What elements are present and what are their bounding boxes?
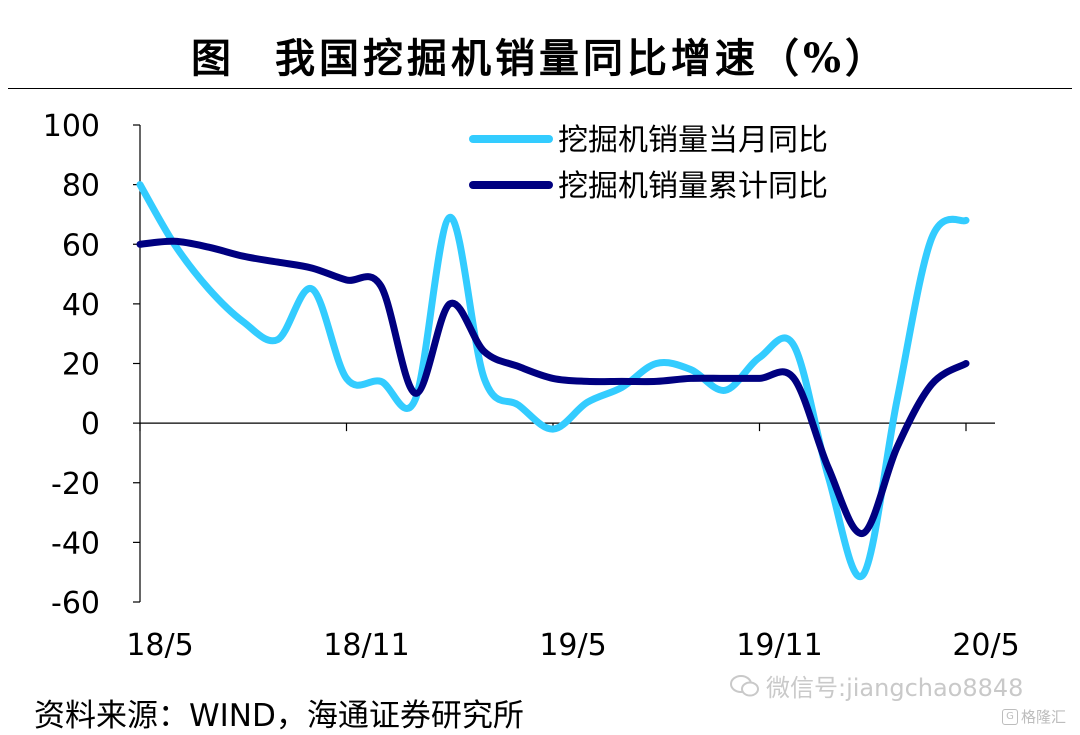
x-tick-label: 19/5	[539, 628, 606, 663]
y-tick-label: 20	[62, 348, 100, 383]
chart-title: 图我国挖掘机销量同比增速（%）	[0, 26, 1080, 84]
figure-label: 图	[190, 35, 235, 82]
gelonghui-logo-icon: G	[1002, 708, 1018, 725]
y-tick-label: -60	[51, 586, 100, 621]
y-tick-label: 100	[43, 109, 100, 144]
y-tick-label: -20	[51, 467, 100, 502]
wechat-icon	[730, 674, 759, 696]
x-tick-label: 18/11	[323, 628, 409, 663]
y-tick-label: 60	[62, 228, 100, 263]
wechat-watermark: 微信号:jiangchao8848	[730, 668, 1023, 703]
brand-watermark: G 格隆汇	[1002, 706, 1066, 727]
x-tick-label: 19/11	[736, 628, 822, 663]
legend-label: 挖掘机销量当月同比	[558, 123, 828, 158]
source-note: 资料来源：WIND，海通证券研究所	[34, 698, 524, 734]
legend-label: 挖掘机销量累计同比	[558, 169, 828, 204]
series-line-monthly-yoy	[136, 181, 970, 581]
title-divider	[8, 88, 1072, 89]
x-tick-label: 18/5	[126, 628, 193, 663]
brand-text: 格隆汇	[1021, 708, 1067, 726]
watermark-text: 微信号:jiangchao8848	[766, 674, 1024, 702]
y-tick-label: 40	[62, 288, 100, 323]
chart-series-lines	[136, 181, 970, 581]
line-chart: 100 80 60 40 20 0 -20 -40 -60 18/5 18/11 19/5 19/11…	[43, 109, 1020, 663]
series-line-cumulative-yoy	[136, 237, 970, 537]
y-tick-label: 0	[81, 407, 100, 442]
y-tick-label: 80	[62, 169, 100, 204]
y-axis-tick-labels: 100 80 60 40 20 0 -20 -40 -60	[43, 109, 100, 621]
chart-title-text: 我国挖掘机销量同比增速（%）	[274, 35, 889, 82]
x-tick-label: 20/5	[952, 628, 1019, 663]
x-axis-tick-labels: 18/5 18/11 19/5 19/11 20/5	[126, 628, 1019, 663]
y-tick-label: -40	[51, 526, 100, 561]
